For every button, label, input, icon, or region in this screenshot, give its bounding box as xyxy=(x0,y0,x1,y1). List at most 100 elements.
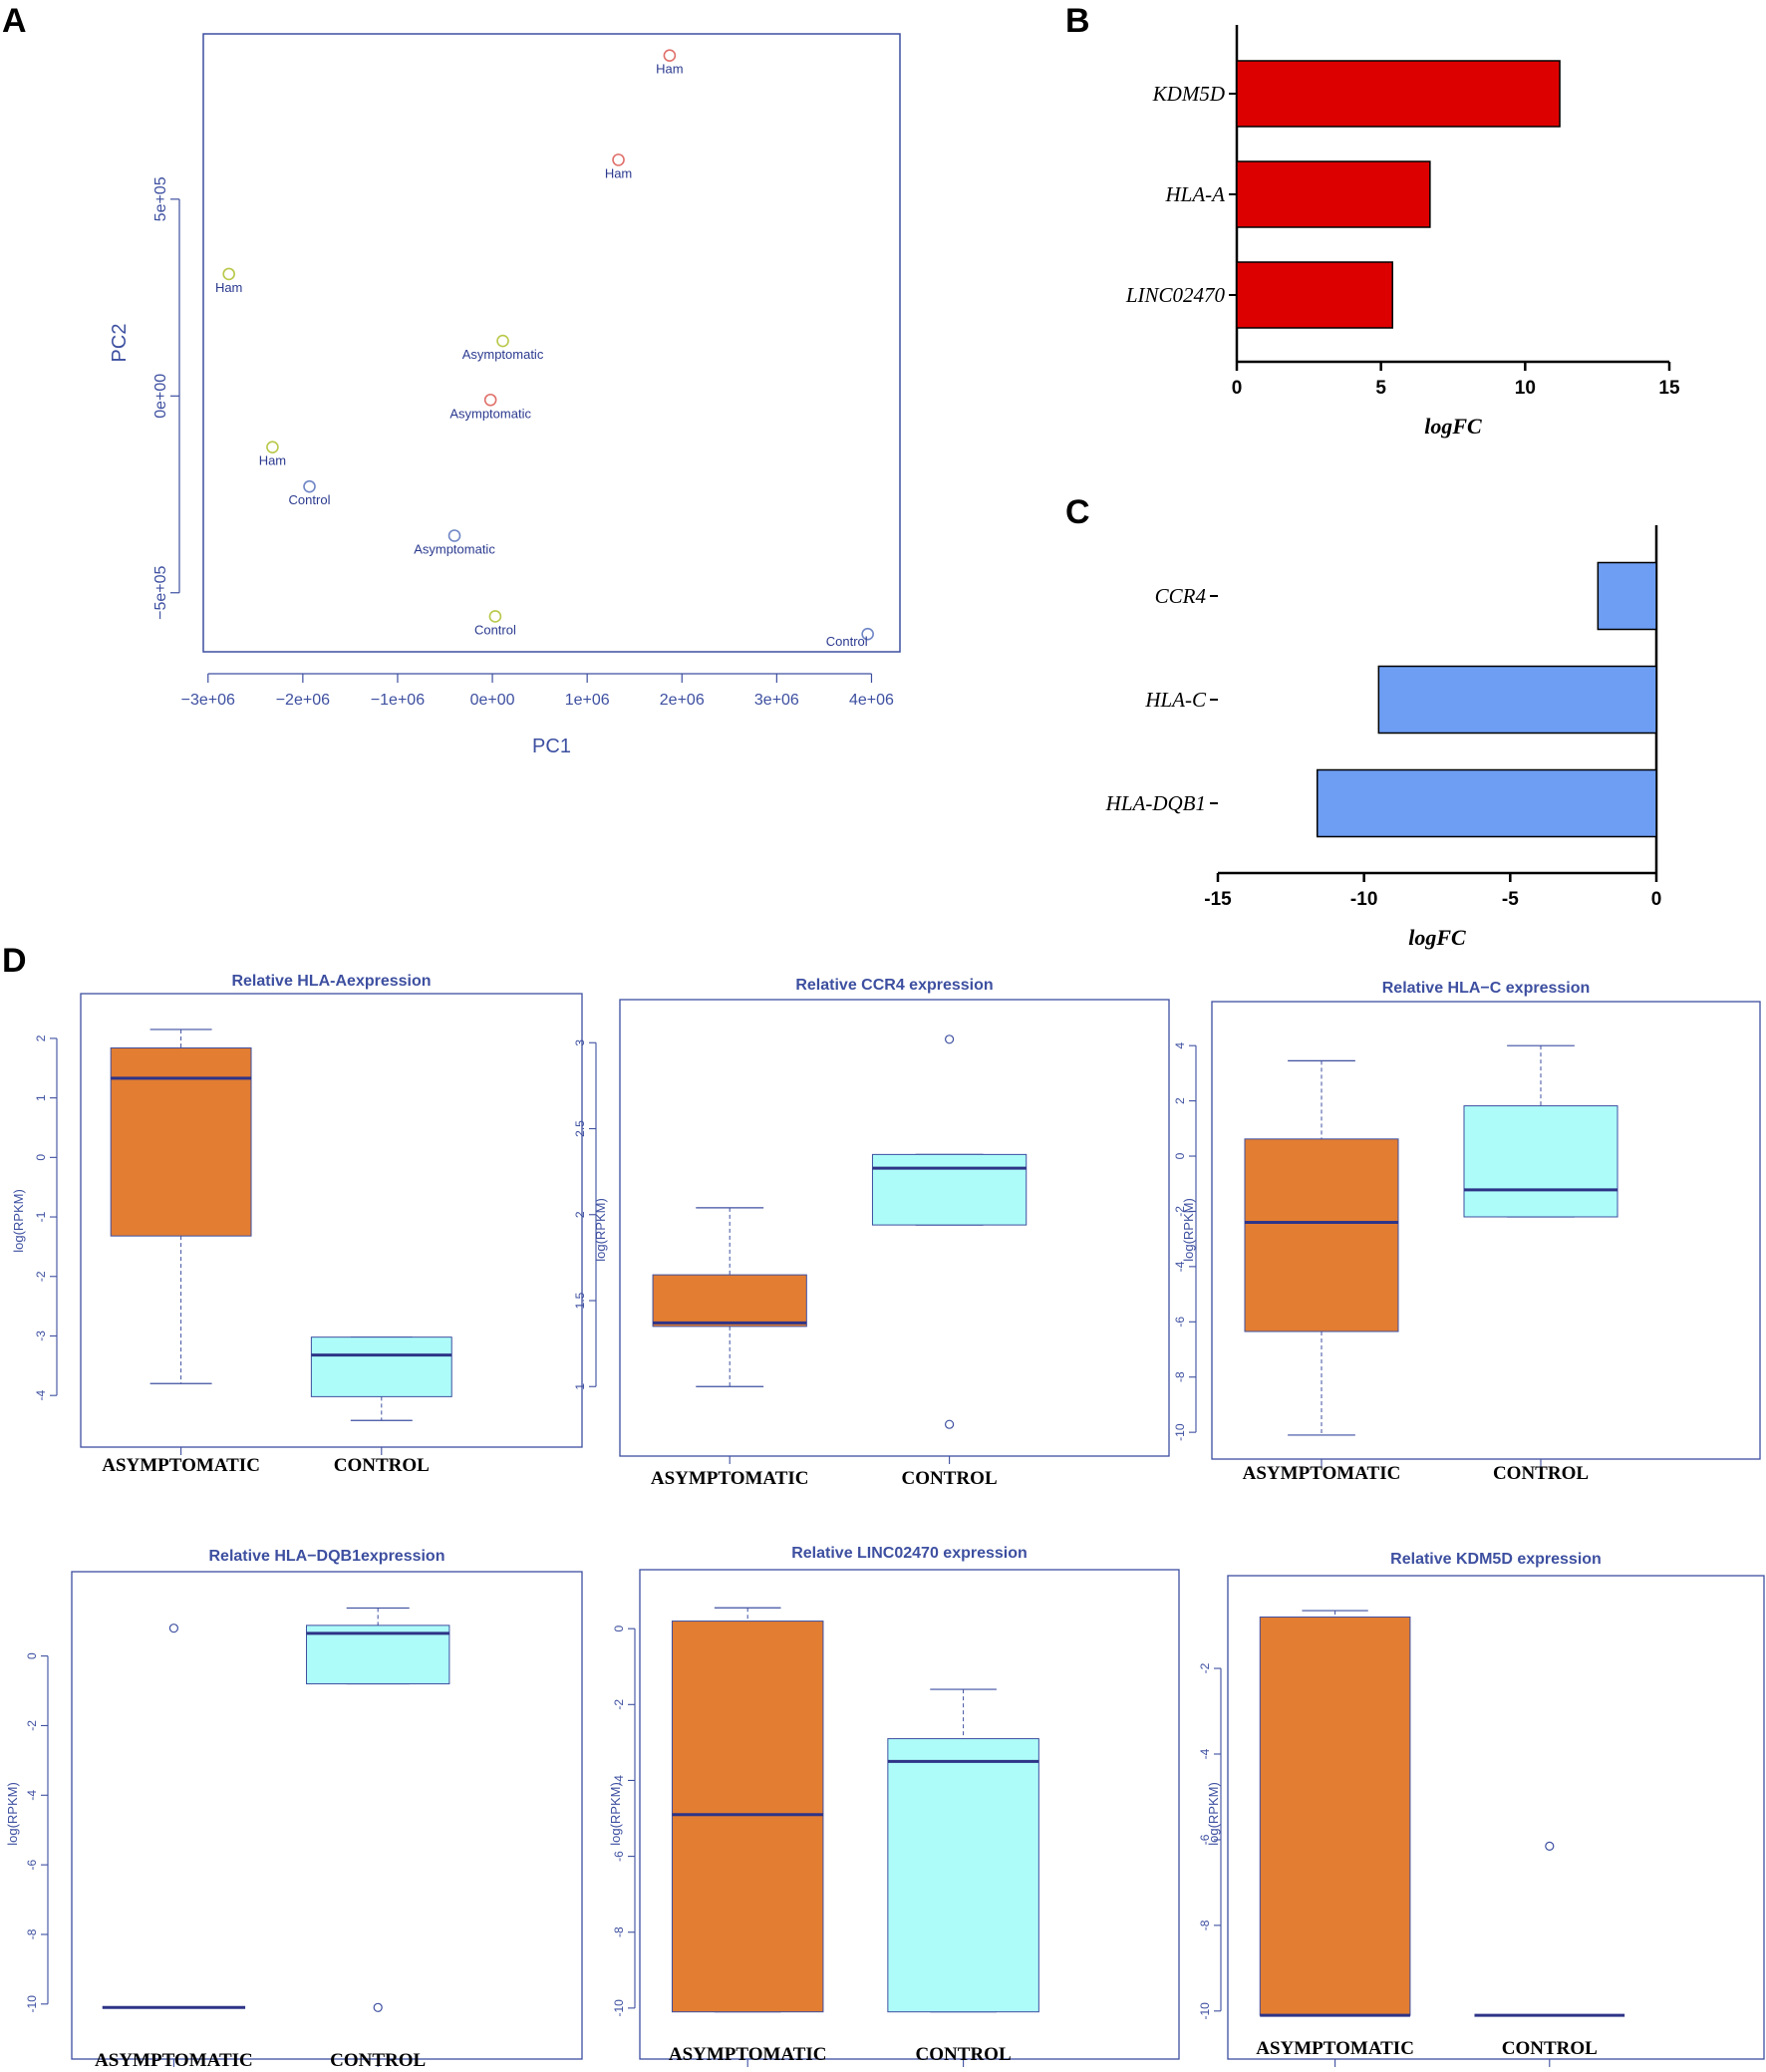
data-point xyxy=(222,267,235,281)
y-tick-label: −5e+05 xyxy=(152,566,169,620)
y-tick-label: -10 xyxy=(612,1999,626,2017)
plot-title: Relative KDM5D expression xyxy=(1390,1551,1602,1568)
data-point xyxy=(663,49,677,63)
y-tick-label: 0 xyxy=(34,1154,48,1161)
y-axis-title: log(RPKM) xyxy=(1181,1198,1196,1262)
x-axis-title: PC1 xyxy=(532,736,571,757)
data-point xyxy=(612,153,625,166)
y-tick-label: -6 xyxy=(1198,1834,1212,1845)
category-label: CONTROL xyxy=(1502,2038,1598,2059)
x-tick-label: 0 xyxy=(1651,889,1662,910)
y-tick-label: -3 xyxy=(34,1331,48,1341)
point-label: Control xyxy=(289,492,331,507)
panel-label-c: C xyxy=(1065,493,1090,531)
y-tick-label: 0 xyxy=(1173,1152,1187,1159)
data-point xyxy=(496,334,509,348)
x-tick-label: 0 xyxy=(1232,378,1243,399)
box-iqr xyxy=(887,1738,1039,2013)
y-tick-label: -8 xyxy=(25,1928,39,1939)
y-tick-label: -10 xyxy=(25,1995,39,2013)
category-label: CONTROL xyxy=(334,1455,430,1476)
panel-label-d: D xyxy=(2,942,27,980)
boxplot-d1: Relative HLA-Aexpression -4 -3 -2 -1 0 1 2 log(R… xyxy=(11,973,583,1476)
downregulated-logfc-bar-chart: -15 -10 -5 0 logFC CCR4 HLA-C HLA-DQB1 xyxy=(1105,525,1662,950)
y-axis-title: log(RPKM) xyxy=(11,1189,26,1253)
y-tick-label: 2 xyxy=(1173,1097,1187,1104)
category-label: ASYMPTOMATIC xyxy=(1256,2038,1414,2059)
y-tick-label: 1.5 xyxy=(573,1292,587,1309)
y-tick-label: 0 xyxy=(25,1652,39,1659)
y-axis-title: log(RPKM) xyxy=(1206,1782,1221,1846)
x-axis-title: logFC xyxy=(1408,925,1466,950)
x-tick-label: 3e+06 xyxy=(754,692,799,709)
data-point xyxy=(488,610,502,623)
category-label: CONTROL xyxy=(916,2044,1012,2065)
y-tick-label: -10 xyxy=(1173,1423,1187,1441)
point-label: Asymptomatic xyxy=(462,347,544,362)
boxplot-d6: Relative KDM5D expression -10 -8 -6 -4 -2 log(… xyxy=(1198,1551,1765,2067)
outlier-point xyxy=(373,2002,383,2012)
bar xyxy=(1236,261,1393,329)
y-tick-label: -6 xyxy=(612,1851,626,1862)
y-tick-label: -1 xyxy=(34,1211,48,1222)
y-tick-label: -8 xyxy=(612,1926,626,1937)
y-tick-label: 2 xyxy=(573,1211,587,1218)
y-tick-label: -2 xyxy=(34,1271,48,1282)
point-label: Asymptomatic xyxy=(414,542,495,557)
y-tick-label: -2 xyxy=(1173,1206,1187,1217)
data-point xyxy=(861,627,874,641)
plot-title: Relative LINC02470 expression xyxy=(791,1545,1028,1562)
x-tick-label: −3e+06 xyxy=(181,692,235,709)
y-tick-label: -6 xyxy=(25,1859,39,1870)
outlier-point xyxy=(168,1624,178,1633)
box-iqr xyxy=(1259,1616,1411,2016)
bar xyxy=(1236,160,1431,228)
box-iqr xyxy=(110,1046,252,1237)
bar xyxy=(1236,60,1561,128)
y-tick-label: 2.5 xyxy=(573,1120,587,1137)
y-tick-label: -4 xyxy=(612,1775,626,1786)
category-label: ASYMPTOMATIC xyxy=(1243,1463,1401,1484)
data-point xyxy=(303,479,316,493)
x-tick-label: 0e+00 xyxy=(470,692,515,709)
box-iqr xyxy=(1244,1138,1399,1332)
x-tick-label: 15 xyxy=(1658,378,1680,399)
box-iqr xyxy=(306,1625,450,1685)
plot-frame xyxy=(202,33,901,653)
panel-label-a: A xyxy=(2,2,27,40)
outlier-point xyxy=(944,1419,955,1429)
y-axis-title: log(RPKM) xyxy=(608,1782,623,1846)
category-label: ASYMPTOMATIC xyxy=(95,2050,253,2071)
box-iqr xyxy=(652,1274,807,1328)
x-tick-label: -5 xyxy=(1502,889,1519,910)
category-label: ASYMPTOMATIC xyxy=(102,1455,260,1476)
box-iqr xyxy=(871,1153,1028,1226)
boxplot-d4: Relative HLA−DQB1expression -10 -8 -6 -4 -2 0 l… xyxy=(5,1548,583,2071)
y-tick-label: 4 xyxy=(1173,1042,1187,1049)
outlier-point xyxy=(1545,1841,1555,1851)
data-point xyxy=(483,393,497,407)
data-point xyxy=(447,529,461,542)
category-label: CONTROL xyxy=(1493,1463,1589,1484)
point-label: Ham xyxy=(259,453,286,468)
y-tick-label: 2 xyxy=(34,1035,48,1041)
box-iqr xyxy=(1463,1105,1619,1218)
box-iqr xyxy=(671,1621,824,2013)
y-axis-title: log(RPKM) xyxy=(593,1198,608,1262)
y-tick-label: 1 xyxy=(34,1094,48,1101)
bar xyxy=(1597,561,1657,631)
x-tick-label: 1e+06 xyxy=(565,692,610,709)
y-tick-label: -4 xyxy=(1198,1748,1212,1759)
category-label: KDM5D xyxy=(1152,82,1225,106)
y-tick-label: 5e+05 xyxy=(152,176,169,221)
y-tick-label: 3 xyxy=(573,1039,587,1046)
category-label: ASYMPTOMATIC xyxy=(651,1468,809,1489)
x-tick-label: −2e+06 xyxy=(276,692,330,709)
x-tick-label: 2e+06 xyxy=(660,692,705,709)
point-label: Control xyxy=(826,634,868,649)
point-label: Asymptomatic xyxy=(449,406,531,421)
point-label: Ham xyxy=(605,165,632,180)
category-label: CONTROL xyxy=(330,2050,426,2071)
category-label: HLA-C xyxy=(1144,688,1207,712)
